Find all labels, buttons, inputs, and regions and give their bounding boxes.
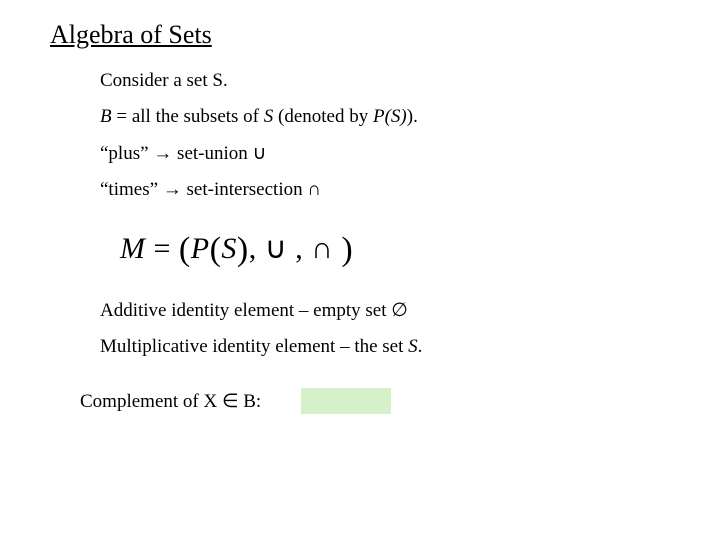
sym-s2: S: [221, 232, 237, 265]
line-complement: Complement of X ∈ B:: [80, 388, 660, 414]
txt-plus-rest: set-union ∪: [172, 143, 266, 164]
txt-denoted: (denoted by: [273, 106, 373, 127]
op-intersect: ∩: [303, 232, 341, 265]
paren-l2: (: [210, 231, 222, 268]
sym-b: B: [100, 106, 112, 127]
txt-mult-end: .: [418, 336, 423, 357]
op-eq: =: [146, 232, 179, 265]
sym-s: S: [264, 106, 274, 127]
line-b-def: B = all the subsets of S (denoted by P(S…: [100, 106, 660, 128]
txt-plus-q: “plus”: [100, 143, 153, 164]
sym-ps: P(S): [373, 106, 407, 127]
paren-r: ): [341, 231, 353, 268]
txt-times-rest: set-intersection ∩: [182, 179, 321, 200]
txt-complement: Complement of X ∈ B:: [80, 390, 261, 413]
line-consider: Consider a set S.: [100, 70, 660, 92]
sym-m: M: [120, 232, 146, 265]
sym-p: P: [191, 232, 210, 265]
comma2: ,: [295, 232, 303, 265]
paren-r2: ): [237, 231, 249, 268]
paren-l: (: [179, 231, 191, 268]
line-additive: Additive identity element – empty set ∅: [100, 299, 660, 322]
line-times: “times” → set-intersection ∩: [100, 179, 660, 201]
slide-title: Algebra of Sets: [50, 20, 660, 50]
sym-s3: S: [408, 336, 418, 357]
arrow-icon: →: [163, 179, 182, 200]
comma1: ,: [249, 232, 257, 265]
txt-times-q: “times”: [100, 179, 163, 200]
line-multiplicative: Multiplicative identity element – the se…: [100, 336, 660, 358]
txt-b-end: ).: [407, 106, 418, 127]
line-plus: “plus” → set-union ∪: [100, 142, 660, 165]
highlight-box: [301, 388, 391, 414]
txt-mult-prefix: Multiplicative identity element – the se…: [100, 336, 408, 357]
txt-b-eq: = all the subsets of: [112, 106, 264, 127]
op-union: ∪: [257, 232, 295, 265]
formula-m: M = (P(S), ∪ , ∩ ): [120, 231, 660, 269]
arrow-icon: →: [153, 143, 172, 164]
